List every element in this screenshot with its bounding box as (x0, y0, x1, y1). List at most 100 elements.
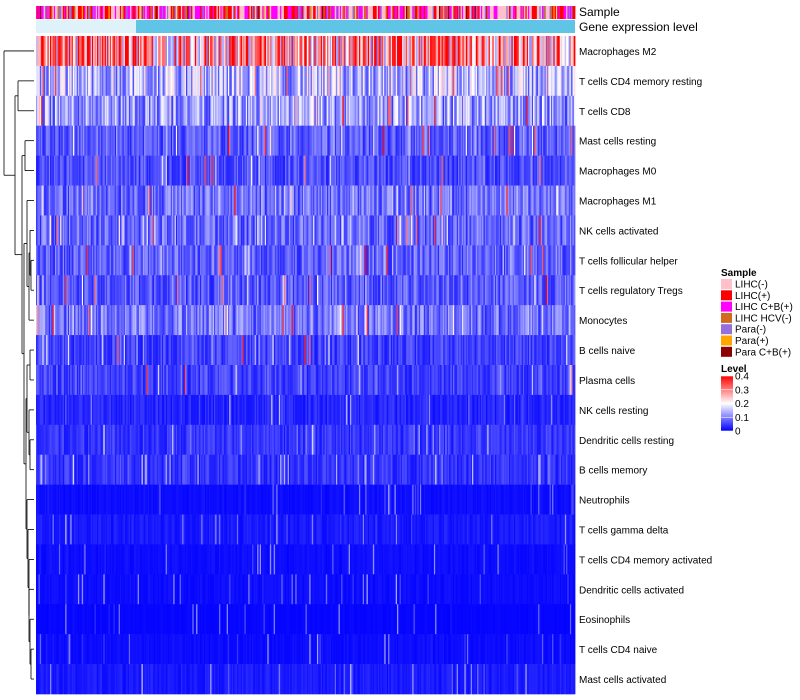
heatmap-cell (497, 215, 500, 246)
sample-annotation-cell (487, 6, 489, 19)
sample-annotation-cell (255, 6, 258, 19)
heatmap-cell (351, 245, 353, 276)
heatmap-cell (567, 245, 570, 276)
heatmap-cell (428, 36, 431, 67)
heatmap-cell (341, 185, 343, 216)
heatmap-cell (145, 155, 147, 186)
sample-annotation-cell (205, 6, 207, 19)
heatmap-cell (447, 215, 450, 246)
heatmap-cell (169, 245, 172, 276)
heatmap-cell (538, 275, 540, 306)
sample-annotation-cell (99, 6, 102, 19)
heatmap-cell (295, 185, 297, 216)
heatmap-cell (253, 155, 256, 186)
heatmap-cell (141, 95, 144, 127)
heatmap-cell (198, 335, 201, 366)
heatmap-cell (121, 305, 123, 336)
heatmap-cell (163, 275, 165, 306)
heatmap-cell (273, 215, 276, 246)
heatmap-cell (309, 245, 311, 276)
heatmap-cell (276, 215, 278, 246)
heatmap-cell (53, 335, 56, 366)
heatmap-cell (394, 215, 397, 246)
sample-annotation-cell (70, 6, 72, 19)
heatmap-cell (163, 125, 165, 156)
heatmap-cell (288, 245, 291, 276)
heatmap-cell (273, 305, 276, 336)
heatmap-cell (52, 275, 55, 306)
heatmap-cell (158, 275, 160, 306)
heatmap-cell (308, 95, 310, 127)
heatmap-cell (520, 245, 523, 276)
heatmap-cell (497, 245, 500, 276)
heatmap-cell (405, 275, 408, 306)
heatmap-cell (267, 95, 270, 127)
heatmap-cell (447, 185, 450, 216)
heatmap-cell (93, 125, 95, 156)
heatmap-cell (41, 155, 43, 186)
heatmap-cell (276, 245, 278, 276)
heatmap-cell (330, 95, 333, 127)
heatmap-cell (304, 36, 306, 67)
heatmap-cell (566, 36, 568, 67)
heatmap-cell (41, 95, 43, 127)
heatmap-cell (224, 215, 226, 246)
heatmap-cell (84, 305, 86, 336)
heatmap-cell (506, 125, 509, 156)
heatmap-cell (336, 185, 338, 216)
heatmap-cell (446, 215, 449, 246)
heatmap-cell (259, 215, 262, 246)
heatmap-cell (304, 275, 306, 306)
heatmap-cell (397, 305, 399, 336)
heatmap-cell (478, 185, 481, 216)
heatmap-cell (566, 125, 568, 156)
heatmap-cell (287, 95, 290, 127)
heatmap-cell (308, 125, 310, 156)
sample-annotation-cell (452, 6, 455, 19)
heatmap-cell (67, 36, 70, 67)
heatmap-cell (43, 335, 46, 366)
heatmap-cell (497, 185, 500, 216)
heatmap-cell (412, 245, 414, 276)
heatmap-cell (389, 125, 392, 156)
heatmap-cell (210, 305, 212, 336)
heatmap-cell (517, 36, 520, 67)
heatmap-cell (450, 125, 453, 156)
heatmap-cell (119, 215, 122, 246)
heatmap-cell (94, 125, 97, 156)
heatmap-cell (288, 275, 291, 306)
heatmap-cell (516, 185, 519, 216)
heatmap-cell (319, 305, 322, 336)
heatmap-cell (145, 215, 147, 246)
heatmap-cell (464, 275, 467, 306)
heatmap-cell (239, 215, 242, 246)
heatmap-cell (302, 65, 305, 97)
heatmap-cell (483, 95, 486, 127)
heatmap-cell (315, 305, 318, 336)
heatmap-cell (114, 125, 117, 156)
heatmap-cell (132, 335, 135, 366)
heatmap-cell (460, 125, 463, 156)
heatmap-cell (548, 215, 550, 246)
heatmap-cell (58, 65, 61, 97)
heatmap-cell (117, 95, 120, 127)
sample-annotation-cell (63, 6, 66, 19)
heatmap-cell (108, 275, 111, 306)
heatmap-cell (161, 125, 164, 156)
heatmap-cell (238, 65, 240, 97)
heatmap-cell (278, 125, 281, 156)
heatmap-cell (93, 95, 95, 127)
sample-annotation-cell (497, 6, 500, 19)
heatmap-cell (320, 275, 323, 306)
heatmap-cell (397, 125, 399, 156)
heatmap-cell (123, 36, 126, 67)
heatmap-cell (342, 65, 345, 97)
heatmap-cell (403, 65, 406, 97)
heatmap-cell (225, 155, 228, 186)
heatmap-cell (104, 215, 107, 246)
heatmap-cell (432, 305, 435, 336)
heatmap-cell (442, 245, 445, 276)
heatmap-cell (217, 95, 220, 127)
heatmap-cell (274, 65, 277, 97)
heatmap-cell (245, 185, 248, 216)
